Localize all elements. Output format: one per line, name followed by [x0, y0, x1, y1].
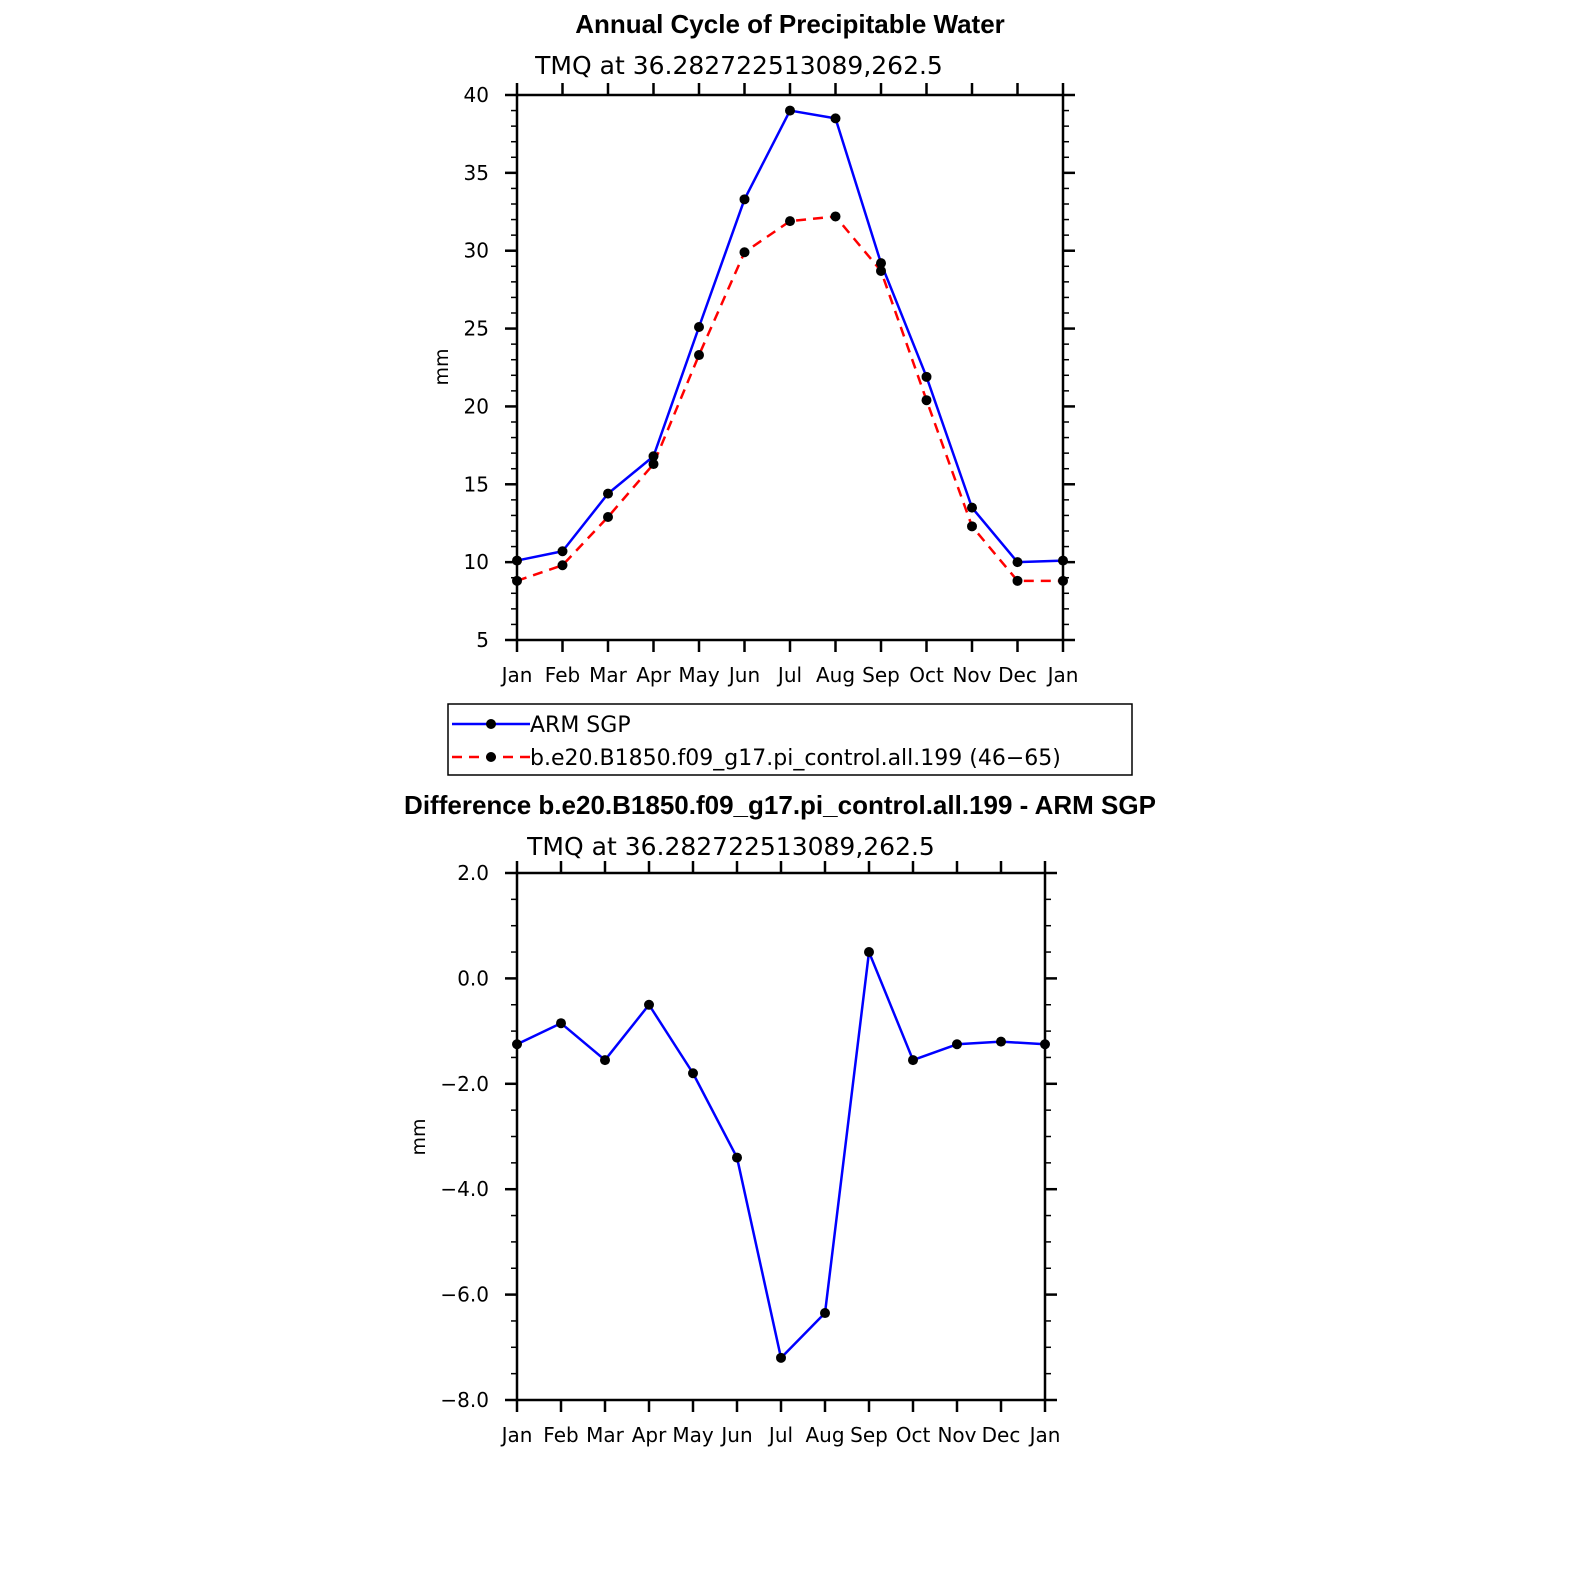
data-point: [512, 575, 522, 586]
chart-title: Annual Cycle of Precipitable Water: [575, 9, 1005, 39]
data-point: [1012, 557, 1023, 568]
data-point: [1058, 575, 1068, 586]
series-line: [516, 215, 1063, 583]
y-tick-label: −2.0: [440, 1072, 489, 1096]
data-point: [739, 247, 750, 258]
legend-box: [447, 703, 1133, 776]
y-tick-label: −4.0: [440, 1177, 489, 1201]
data-point: [996, 1036, 1006, 1047]
legend-marker-model: [486, 752, 496, 762]
data-point: [908, 1055, 918, 1066]
data-point: [864, 947, 874, 958]
data-point: [1012, 575, 1023, 586]
x-tick-label: Aug: [816, 663, 855, 687]
legend-label-arm-sgp: ARM SGP: [530, 713, 631, 738]
chart-subtitle: TMQ at 36.282722513089,262.5: [534, 51, 943, 80]
x-tick-label: Jan: [1028, 1423, 1061, 1447]
y-tick-label: 5: [476, 628, 489, 652]
y-tick-label: 15: [464, 472, 489, 496]
chart-subtitle: TMQ at 36.282722513089,262.5: [526, 832, 935, 861]
data-point: [648, 459, 659, 470]
y-tick-label: 0.0: [457, 966, 489, 990]
data-point: [603, 511, 613, 522]
x-tick-label: Sep: [862, 663, 900, 687]
x-tick-label: Aug: [805, 1423, 844, 1447]
y-tick-label: 25: [464, 317, 489, 341]
x-tick-label: Jun: [719, 1423, 752, 1447]
y-axis-label: mm: [431, 348, 453, 385]
chart-title: Difference b.e20.B1850.f09_g17.pi_contro…: [404, 790, 1156, 820]
x-tick-label: Apr: [636, 663, 671, 687]
data-point: [921, 395, 932, 406]
data-point: [1058, 555, 1068, 566]
chart-difference: Difference b.e20.B1850.f09_g17.pi_contro…: [404, 790, 1156, 1447]
y-tick-label: 10: [464, 550, 489, 574]
data-point: [967, 521, 977, 532]
data-point: [876, 265, 886, 276]
data-point: [952, 1039, 962, 1050]
data-point: [921, 371, 932, 382]
x-tick-label: Dec: [982, 1423, 1021, 1447]
y-tick-label: 20: [464, 394, 489, 418]
x-tick-label: Apr: [632, 1423, 667, 1447]
x-tick-label: Mar: [586, 1423, 625, 1447]
data-point: [644, 999, 654, 1010]
data-point: [557, 546, 568, 557]
x-tick-label: Jan: [1046, 663, 1079, 687]
x-tick-label: Oct: [896, 1423, 931, 1447]
data-point: [830, 211, 841, 222]
y-tick-label: 40: [464, 83, 489, 107]
x-tick-label: Jan: [500, 663, 533, 687]
y-tick-label: 30: [464, 239, 489, 263]
x-tick-label: Jul: [776, 663, 802, 687]
data-point: [694, 350, 704, 361]
legend: ARM SGP b.e20.B1850.f09_g17.pi_control.a…: [447, 703, 1133, 776]
data-point: [694, 322, 704, 333]
x-tick-label: Nov: [937, 1423, 976, 1447]
series-line: [516, 950, 1046, 1360]
x-tick-label: Sep: [850, 1423, 888, 1447]
data-point: [776, 1352, 786, 1363]
x-tick-label: Nov: [952, 663, 991, 687]
y-tick-label: −6.0: [440, 1283, 489, 1307]
y-tick-label: 2.0: [457, 861, 489, 885]
x-tick-label: Dec: [998, 663, 1037, 687]
data-point: [1040, 1039, 1050, 1050]
x-tick-label: Jun: [727, 663, 760, 687]
data-point: [648, 451, 659, 462]
series-line: [516, 109, 1064, 564]
x-tick-label: Jan: [500, 1423, 533, 1447]
data-point: [967, 502, 977, 513]
x-tick-label: Oct: [909, 663, 944, 687]
data-point: [603, 488, 613, 499]
data-point: [732, 1152, 742, 1163]
plot-frame: [515, 871, 1047, 1402]
data-point: [512, 555, 522, 566]
data-point: [688, 1068, 698, 1079]
data-point: [512, 1039, 522, 1050]
data-point: [876, 258, 886, 269]
data-point: [785, 216, 795, 227]
data-point: [557, 560, 568, 571]
legend-label-model: b.e20.B1850.f09_g17.pi_control.all.199 (…: [530, 746, 1061, 771]
data-point: [820, 1308, 830, 1319]
x-tick-label: Jul: [767, 1423, 793, 1447]
x-tick-label: Feb: [545, 663, 580, 687]
chart-annual-cycle: Annual Cycle of Precipitable Water TMQ a…: [431, 9, 1078, 687]
x-tick-label: Feb: [543, 1423, 578, 1447]
plot-frame: [515, 93, 1065, 642]
data-point: [785, 105, 795, 116]
legend-marker-arm-sgp: [486, 719, 496, 729]
y-tick-label: 35: [464, 161, 489, 185]
x-tick-label: May: [672, 1423, 714, 1447]
data-point: [600, 1055, 610, 1066]
data-point: [556, 1018, 566, 1029]
x-tick-label: Mar: [589, 663, 628, 687]
data-point: [739, 194, 750, 205]
data-point: [830, 113, 841, 124]
y-axis-label: mm: [408, 1118, 430, 1155]
y-tick-label: −8.0: [440, 1388, 489, 1412]
x-tick-label: May: [678, 663, 720, 687]
